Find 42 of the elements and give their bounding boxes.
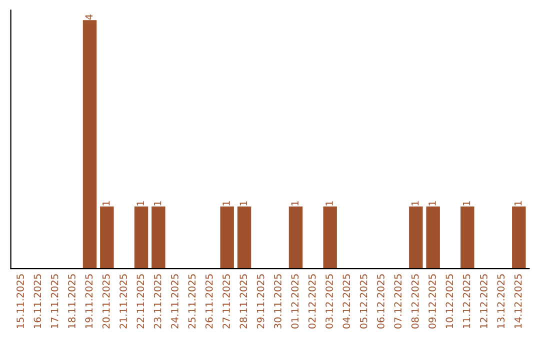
data-label: 1 — [412, 201, 419, 206]
data-label: 1 — [136, 201, 144, 206]
data-label: 1 — [514, 201, 522, 206]
x-tick-label: 28.11.2025 — [240, 274, 248, 328]
x-tick-label: 05.12.2025 — [360, 274, 368, 328]
data-label: 1 — [154, 201, 162, 206]
data-label: 1 — [102, 201, 110, 206]
x-tick-label: 14.12.2025 — [514, 274, 522, 328]
x-tick-label: 18.11.2025 — [68, 274, 76, 328]
x-tick-label: 23.11.2025 — [154, 274, 162, 328]
data-label: 1 — [240, 201, 247, 206]
x-tick-label: 08.12.2025 — [411, 274, 419, 328]
x-tick-label: 10.12.2025 — [446, 274, 454, 328]
x-tick-label: 30.11.2025 — [274, 274, 282, 328]
data-label: 4 — [85, 14, 92, 20]
x-tick-label: 07.12.2025 — [394, 274, 402, 328]
x-tick-label: 01.12.2025 — [291, 274, 299, 328]
data-label: 1 — [463, 201, 470, 206]
data-label: 1 — [291, 201, 298, 206]
data-label: 1 — [428, 201, 436, 206]
x-tick-label: 21.11.2025 — [120, 274, 127, 328]
x-tick-label: 09.12.2025 — [428, 274, 436, 328]
x-tick-label: 17.11.2025 — [50, 274, 58, 328]
x-tick-label: 03.12.2025 — [326, 274, 333, 328]
x-tick-label: 24.11.2025 — [171, 274, 178, 328]
x-tick-label: 20.11.2025 — [102, 274, 110, 328]
x-tick-label: 26.11.2025 — [205, 274, 213, 328]
x-tick-label: 22.11.2025 — [136, 274, 144, 328]
x-tick-label: 29.11.2025 — [256, 274, 264, 328]
x-tick-label: 12.12.2025 — [480, 274, 488, 328]
x-tick-label: 25.11.2025 — [188, 274, 196, 328]
x-tick-label: 13.12.2025 — [497, 274, 505, 328]
x-tick-label: 02.12.2025 — [308, 274, 316, 328]
x-tick-label: 06.12.2025 — [377, 274, 384, 328]
x-tick-label: 19.11.2025 — [85, 274, 93, 328]
x-tick-label: 04.12.2025 — [342, 274, 350, 328]
x-tick-label: 15.11.2025 — [16, 274, 24, 328]
x-tick-label: 11.12.2025 — [462, 274, 470, 328]
data-label: 1 — [222, 201, 230, 206]
x-tick-label: 27.11.2025 — [222, 274, 230, 328]
x-tick-label: 16.11.2025 — [34, 274, 42, 328]
data-label: 1 — [326, 201, 333, 206]
